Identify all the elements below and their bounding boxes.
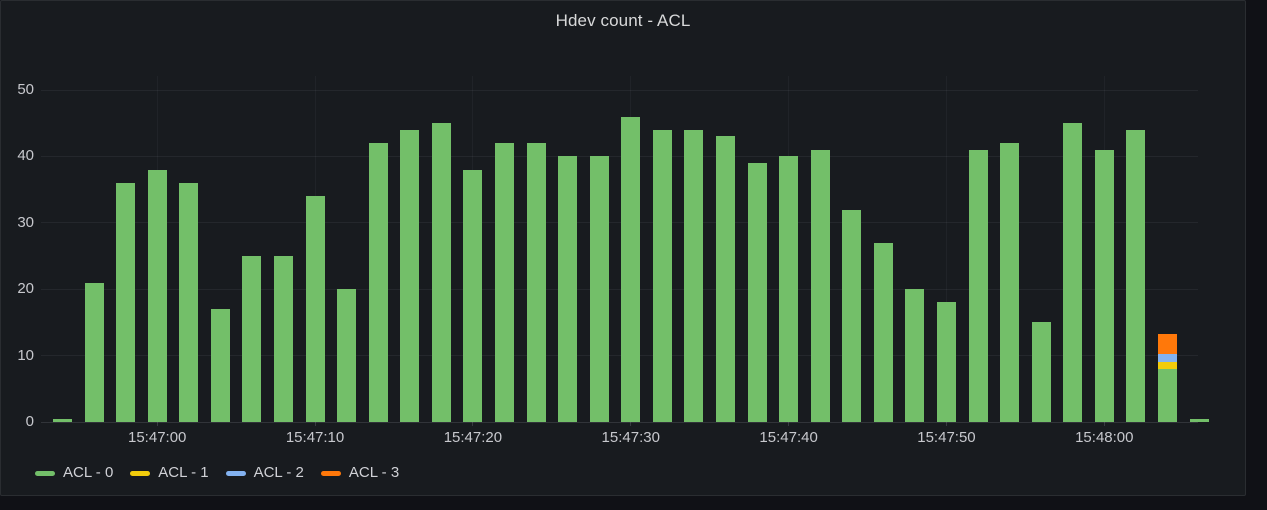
x-tick-label: 15:47:20 (443, 429, 503, 446)
gridline-horizontal (41, 421, 1198, 423)
bar-segment[interactable] (1157, 368, 1177, 422)
bar-segment[interactable] (368, 143, 388, 422)
gridline-horizontal (41, 222, 1198, 224)
x-tick-label: 15:47:10 (285, 429, 345, 446)
legend-label: ACL - 3 (348, 464, 400, 481)
bar-segment[interactable] (1000, 143, 1020, 422)
x-axis-tick (945, 422, 947, 426)
bar-segment[interactable] (1126, 129, 1146, 422)
gridline-horizontal (41, 355, 1198, 357)
bar-segment[interactable] (1157, 362, 1177, 369)
x-axis-tick (314, 422, 316, 426)
bar-segment[interactable] (589, 156, 609, 422)
bar-segment[interactable] (242, 256, 262, 422)
x-tick-label: 15:47:50 (917, 429, 976, 446)
x-axis-tick (156, 422, 158, 426)
legend-item[interactable]: ACL - 1 (130, 463, 209, 483)
bar-segment[interactable] (147, 169, 167, 422)
bar-segment[interactable] (1157, 334, 1177, 355)
legend-series-color-icon (35, 470, 55, 476)
legend-item[interactable]: ACL - 2 (225, 463, 304, 483)
legend-label: ACL - 1 (158, 464, 209, 481)
bar-segment[interactable] (210, 309, 230, 422)
y-tick-label: 0 (25, 413, 34, 430)
bar-segment[interactable] (684, 129, 704, 422)
chart-region: ACL - 0 ACL - 1 ACL - 2 ACL - 3 0 10 20 30 40 50… (1, 1, 1245, 495)
y-tick-label: 30 (17, 213, 34, 231)
bar-segment[interactable] (715, 136, 735, 422)
bar-segment[interactable] (400, 129, 420, 422)
x-axis-tick (630, 422, 632, 426)
bar-segment[interactable] (558, 156, 578, 422)
x-axis-tick (472, 422, 474, 426)
bar-segment[interactable] (1094, 149, 1114, 422)
bar-segment[interactable] (842, 209, 862, 422)
bar-segment[interactable] (747, 163, 767, 422)
bar-segment[interactable] (463, 169, 483, 422)
x-tick-label: 15:47:00 (128, 429, 187, 446)
bar-segment[interactable] (1031, 322, 1051, 422)
bar-segment[interactable] (873, 242, 893, 422)
legend-label: ACL - 0 (63, 464, 114, 481)
legend-series-color-icon (320, 470, 341, 476)
graph-panel: Hdev count - ACL ACL - 0 ACL - 1 ACL - 2 AC… (0, 0, 1246, 496)
bar-segment[interactable] (494, 143, 514, 422)
y-tick-label: 40 (17, 147, 34, 165)
plot-area[interactable] (41, 76, 1209, 423)
bar-segment[interactable] (779, 156, 799, 422)
bar-segment[interactable] (810, 149, 830, 422)
bar-segment[interactable] (273, 256, 293, 422)
gridline-vertical (945, 76, 947, 422)
y-tick-label: 50 (17, 81, 34, 98)
bar-segment[interactable] (905, 289, 925, 422)
x-tick-label: 15:47:30 (601, 429, 660, 446)
bar-segment[interactable] (337, 289, 357, 422)
legend-item[interactable]: ACL - 0 (35, 463, 113, 483)
legend-series-color-icon (225, 470, 246, 476)
legend-series-color-icon (130, 470, 151, 476)
bar-segment[interactable] (1063, 123, 1083, 422)
x-axis-tick (788, 422, 790, 426)
legend-label: ACL - 2 (253, 464, 304, 481)
x-axis-tick (1103, 422, 1105, 426)
bar-segment[interactable] (526, 143, 546, 422)
bar-segment[interactable] (431, 123, 451, 422)
bar-segment[interactable] (116, 182, 136, 422)
bar-segment[interactable] (305, 196, 325, 422)
y-tick-label: 20 (17, 280, 34, 298)
gridline-horizontal (41, 155, 1198, 157)
x-tick-label: 15:47:40 (759, 429, 818, 446)
bar-segment[interactable] (936, 302, 956, 422)
legend-item[interactable]: ACL - 3 (320, 463, 400, 483)
gridline-horizontal (41, 89, 1198, 91)
bar-segment[interactable] (53, 419, 72, 422)
bar-segment[interactable] (1189, 419, 1209, 422)
bar-segment[interactable] (84, 282, 104, 422)
bar-segment[interactable] (652, 129, 672, 422)
legend: ACL - 0 ACL - 1 ACL - 2 ACL - 3 (35, 462, 399, 484)
bar-segment[interactable] (621, 116, 641, 422)
bar-segment[interactable] (968, 149, 988, 422)
x-tick-label: 15:48:00 (1075, 429, 1134, 446)
bar-segment[interactable] (1157, 354, 1177, 363)
panel-title[interactable]: Hdev count - ACL (555, 11, 691, 30)
bar-segment[interactable] (179, 182, 199, 422)
y-tick-label: 10 (17, 346, 34, 364)
gridline-horizontal (41, 288, 1198, 290)
